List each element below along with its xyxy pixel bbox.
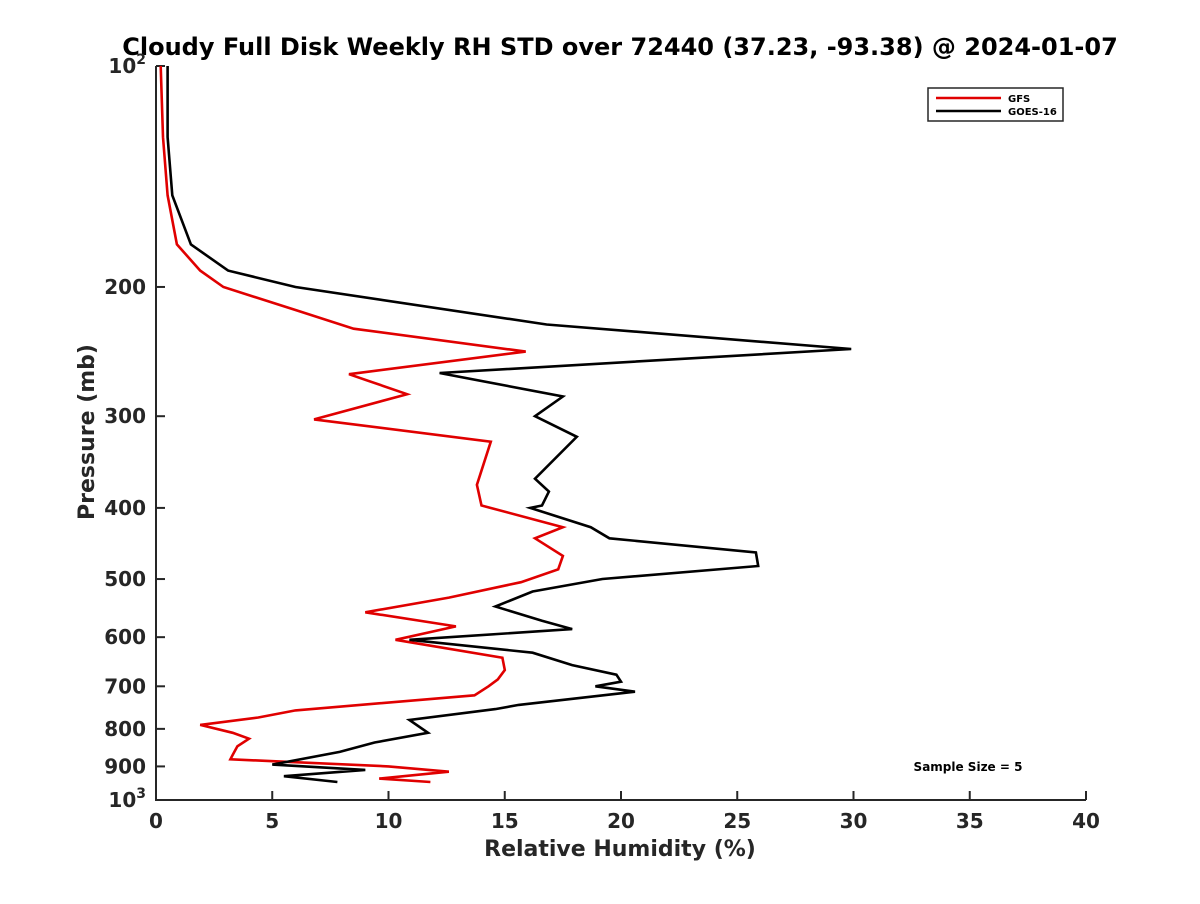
x-tick-label: 5 — [265, 809, 279, 833]
y-tick-label: 600 — [104, 625, 146, 649]
x-axis-label: Relative Humidity (%) — [484, 837, 756, 862]
x-tick-label: 0 — [149, 809, 163, 833]
y-axis-label: Pressure (mb) — [75, 344, 100, 520]
legend-label-goes-16: GOES-16 — [1008, 107, 1057, 118]
y-tick-label: 700 — [104, 674, 146, 698]
x-tick-label: 40 — [1072, 809, 1100, 833]
x-tick-label: 20 — [607, 809, 635, 833]
x-tick-label: 35 — [956, 809, 984, 833]
y-tick-label: 800 — [104, 717, 146, 741]
x-tick-label: 15 — [491, 809, 519, 833]
x-tick-label: 10 — [375, 809, 403, 833]
y-tick-label: 400 — [104, 496, 146, 520]
series-line-goes-16 — [166, 66, 852, 784]
y-tick-label: 500 — [104, 567, 146, 591]
x-tick-label: 25 — [723, 809, 751, 833]
series-line-gfs — [159, 65, 568, 784]
chart-title: Cloudy Full Disk Weekly RH STD over 7244… — [122, 33, 1118, 61]
y-tick-label: 200 — [104, 275, 146, 299]
y-tick-label: 900 — [104, 754, 146, 778]
y-tick-label: 103 — [108, 786, 146, 812]
y-tick-label: 300 — [104, 404, 146, 428]
y-tick-label: 102 — [108, 52, 146, 78]
series-lines — [159, 65, 852, 784]
axis-ticks: 0 5 10 15 20 25 30 35 40 102 200 300 400 500 600 700 800… — [104, 52, 1100, 833]
x-tick-label: 30 — [840, 809, 868, 833]
sample-size-annotation: Sample Size = 5 — [914, 760, 1023, 774]
legend-label-gfs: GFS — [1008, 94, 1030, 105]
legend: GFS GOES-16 — [927, 87, 1064, 122]
legend-box — [927, 87, 1064, 122]
